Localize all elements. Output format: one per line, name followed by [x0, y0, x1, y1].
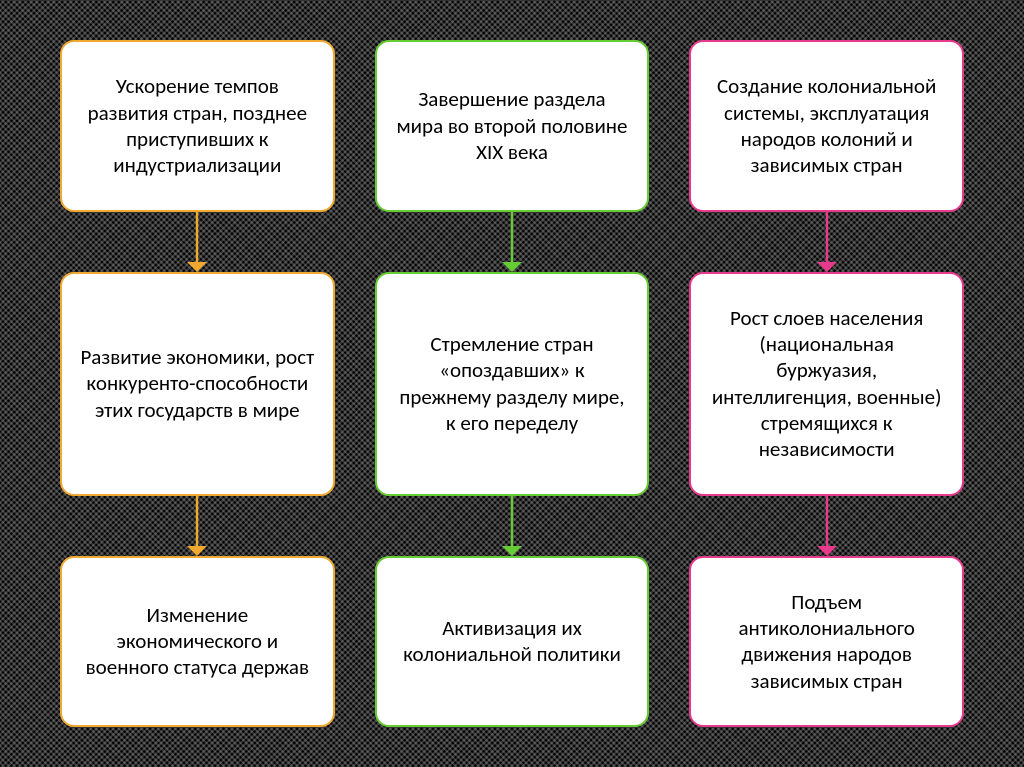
flow-node: Стремление стран «опоздавших» к прежнему… — [375, 272, 650, 496]
flow-node: Развитие экономики, рост конкуренто-спос… — [60, 272, 335, 496]
flow-node: Ускорение темпов развития стран, позднее… — [60, 40, 335, 212]
flow-node-text: Создание колониальной системы, эксплуата… — [709, 73, 944, 178]
flow-node-text: Рост слоев населения (национальная буржу… — [709, 305, 944, 463]
arrow-down-icon — [689, 212, 964, 272]
flow-node-text: Ускорение темпов развития стран, позднее… — [80, 73, 315, 178]
arrow-down-icon — [689, 496, 964, 556]
flow-node-text: Завершение раздела мира во второй полови… — [395, 86, 630, 165]
flow-node-text: Изменение экономического и военного стат… — [80, 602, 315, 681]
arrow-down-icon — [375, 496, 650, 556]
arrow-down-icon — [60, 496, 335, 556]
flow-node: Активизация их колониальной политики — [375, 556, 650, 728]
flow-node-text: Активизация их колониальной политики — [395, 615, 630, 668]
flow-node-text: Подъем антиколониального движения народо… — [709, 589, 944, 694]
flow-node: Изменение экономического и военного стат… — [60, 556, 335, 728]
arrow-down-icon — [60, 212, 335, 272]
flow-node: Подъем антиколониального движения народо… — [689, 556, 964, 728]
arrow-down-icon — [375, 212, 650, 272]
flow-node: Завершение раздела мира во второй полови… — [375, 40, 650, 212]
flowchart-grid: Ускорение темпов развития стран, позднее… — [60, 40, 964, 727]
flow-node-text: Стремление стран «опоздавших» к прежнему… — [395, 331, 630, 436]
flow-node-text: Развитие экономики, рост конкуренто-спос… — [80, 344, 315, 423]
flow-node: Рост слоев населения (национальная буржу… — [689, 272, 964, 496]
flow-node: Создание колониальной системы, эксплуата… — [689, 40, 964, 212]
